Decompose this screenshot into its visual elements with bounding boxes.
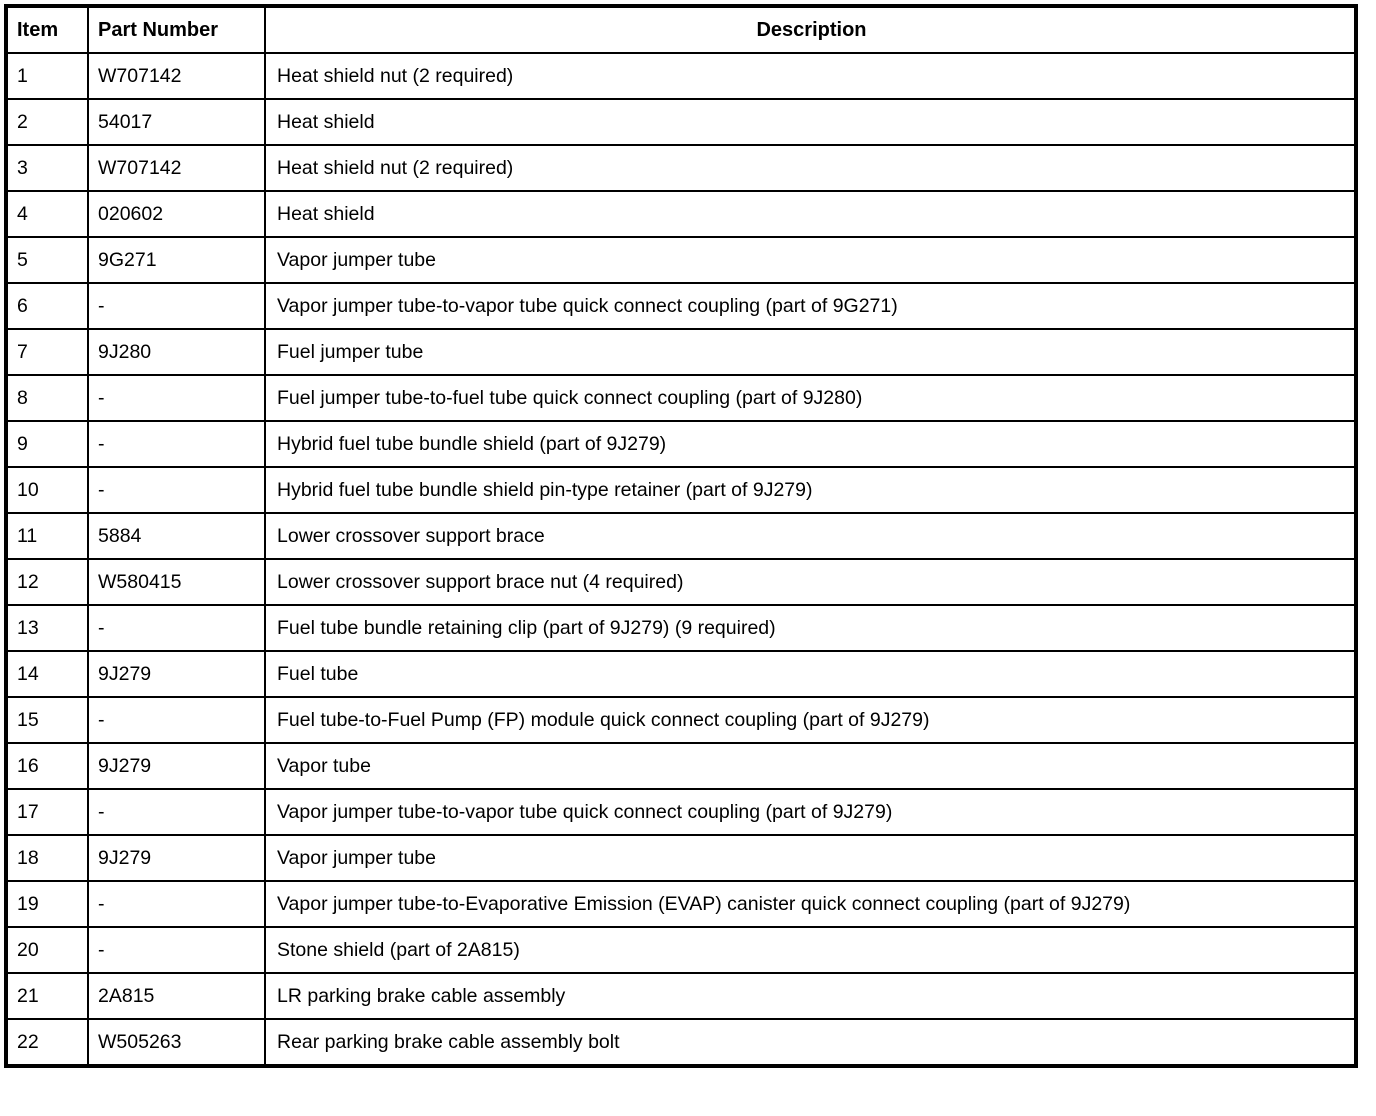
- item-cell: 22: [5, 1018, 89, 1067]
- description-cell: Fuel tube-to-Fuel Pump (FP) module quick…: [264, 696, 1357, 744]
- description-cell: Vapor jumper tube-to-vapor tube quick co…: [264, 788, 1357, 836]
- table-row: 19 - Vapor jumper tube-to-Evaporative Em…: [5, 880, 1357, 928]
- item-cell: 2: [5, 98, 89, 146]
- table-row: 18 9J279 Vapor jumper tube: [5, 834, 1357, 882]
- item-cell: 16: [5, 742, 89, 790]
- part-number-cell: 9J279: [87, 742, 266, 790]
- description-cell: Fuel tube: [264, 650, 1357, 698]
- table-row: 8 - Fuel jumper tube-to-fuel tube quick …: [5, 374, 1357, 422]
- description-cell: Heat shield nut (2 required): [264, 144, 1357, 192]
- item-cell: 11: [5, 512, 89, 560]
- description-cell: Vapor jumper tube: [264, 236, 1357, 284]
- item-cell: 7: [5, 328, 89, 376]
- description-cell: Vapor jumper tube: [264, 834, 1357, 882]
- item-cell: 4: [5, 190, 89, 238]
- item-cell: 8: [5, 374, 89, 422]
- part-number-cell: -: [87, 696, 266, 744]
- description-cell: Vapor tube: [264, 742, 1357, 790]
- header-cell-description: Description: [264, 5, 1357, 54]
- table-row: 22 W505263 Rear parking brake cable asse…: [5, 1018, 1357, 1067]
- description-cell: Hybrid fuel tube bundle shield (part of …: [264, 420, 1357, 468]
- item-cell: 13: [5, 604, 89, 652]
- table-row: 20 - Stone shield (part of 2A815): [5, 926, 1357, 974]
- table-row: 1 W707142 Heat shield nut (2 required): [5, 52, 1357, 100]
- table-row: 6 - Vapor jumper tube-to-vapor tube quic…: [5, 282, 1357, 330]
- part-number-cell: 2A815: [87, 972, 266, 1020]
- table-row: 14 9J279 Fuel tube: [5, 650, 1357, 698]
- table-row: 11 5884 Lower crossover support brace: [5, 512, 1357, 560]
- part-number-cell: -: [87, 880, 266, 928]
- part-number-cell: 020602: [87, 190, 266, 238]
- part-number-cell: -: [87, 466, 266, 514]
- header-row: Item Part Number Description: [5, 5, 1357, 54]
- item-cell: 6: [5, 282, 89, 330]
- description-cell: Vapor jumper tube-to-Evaporative Emissio…: [264, 880, 1357, 928]
- table-body: 1 W707142 Heat shield nut (2 required) 2…: [5, 52, 1357, 1067]
- table-row: 10 - Hybrid fuel tube bundle shield pin-…: [5, 466, 1357, 514]
- part-number-cell: W707142: [87, 52, 266, 100]
- part-number-cell: -: [87, 374, 266, 422]
- part-number-cell: -: [87, 604, 266, 652]
- description-cell: Heat shield: [264, 98, 1357, 146]
- item-cell: 15: [5, 696, 89, 744]
- item-cell: 17: [5, 788, 89, 836]
- item-cell: 12: [5, 558, 89, 606]
- table-row: 2 54017 Heat shield: [5, 98, 1357, 146]
- part-number-cell: 5884: [87, 512, 266, 560]
- description-cell: LR parking brake cable assembly: [264, 972, 1357, 1020]
- table-row: 7 9J280 Fuel jumper tube: [5, 328, 1357, 376]
- part-number-cell: 54017: [87, 98, 266, 146]
- part-number-cell: -: [87, 926, 266, 974]
- item-cell: 18: [5, 834, 89, 882]
- part-number-cell: W505263: [87, 1018, 266, 1067]
- part-number-cell: -: [87, 788, 266, 836]
- description-cell: Lower crossover support brace: [264, 512, 1357, 560]
- description-cell: Fuel jumper tube-to-fuel tube quick conn…: [264, 374, 1357, 422]
- part-number-cell: 9J280: [87, 328, 266, 376]
- description-cell: Rear parking brake cable assembly bolt: [264, 1018, 1357, 1067]
- table-row: 5 9G271 Vapor jumper tube: [5, 236, 1357, 284]
- item-cell: 1: [5, 52, 89, 100]
- table-row: 17 - Vapor jumper tube-to-vapor tube qui…: [5, 788, 1357, 836]
- table-row: 9 - Hybrid fuel tube bundle shield (part…: [5, 420, 1357, 468]
- part-number-cell: 9J279: [87, 650, 266, 698]
- part-number-cell: -: [87, 420, 266, 468]
- description-cell: Fuel jumper tube: [264, 328, 1357, 376]
- description-cell: Fuel tube bundle retaining clip (part of…: [264, 604, 1357, 652]
- table-row: 13 - Fuel tube bundle retaining clip (pa…: [5, 604, 1357, 652]
- header-cell-part-number: Part Number: [87, 5, 266, 54]
- table-row: 21 2A815 LR parking brake cable assembly: [5, 972, 1357, 1020]
- part-number-cell: W707142: [87, 144, 266, 192]
- header-cell-item: Item: [5, 5, 89, 54]
- item-cell: 20: [5, 926, 89, 974]
- item-cell: 5: [5, 236, 89, 284]
- description-cell: Hybrid fuel tube bundle shield pin-type …: [264, 466, 1357, 514]
- description-cell: Vapor jumper tube-to-vapor tube quick co…: [264, 282, 1357, 330]
- table-row: 4 020602 Heat shield: [5, 190, 1357, 238]
- item-cell: 19: [5, 880, 89, 928]
- item-cell: 14: [5, 650, 89, 698]
- item-cell: 9: [5, 420, 89, 468]
- description-cell: Lower crossover support brace nut (4 req…: [264, 558, 1357, 606]
- table-row: 3 W707142 Heat shield nut (2 required): [5, 144, 1357, 192]
- part-number-cell: 9G271: [87, 236, 266, 284]
- table-row: 15 - Fuel tube-to-Fuel Pump (FP) module …: [5, 696, 1357, 744]
- item-cell: 21: [5, 972, 89, 1020]
- table-row: 12 W580415 Lower crossover support brace…: [5, 558, 1357, 606]
- part-number-cell: W580415: [87, 558, 266, 606]
- part-number-cell: 9J279: [87, 834, 266, 882]
- parts-table: Item Part Number Description 1 W707142 H…: [4, 4, 1358, 1068]
- part-number-cell: -: [87, 282, 266, 330]
- description-cell: Stone shield (part of 2A815): [264, 926, 1357, 974]
- table-row: 16 9J279 Vapor tube: [5, 742, 1357, 790]
- description-cell: Heat shield: [264, 190, 1357, 238]
- item-cell: 10: [5, 466, 89, 514]
- item-cell: 3: [5, 144, 89, 192]
- description-cell: Heat shield nut (2 required): [264, 52, 1357, 100]
